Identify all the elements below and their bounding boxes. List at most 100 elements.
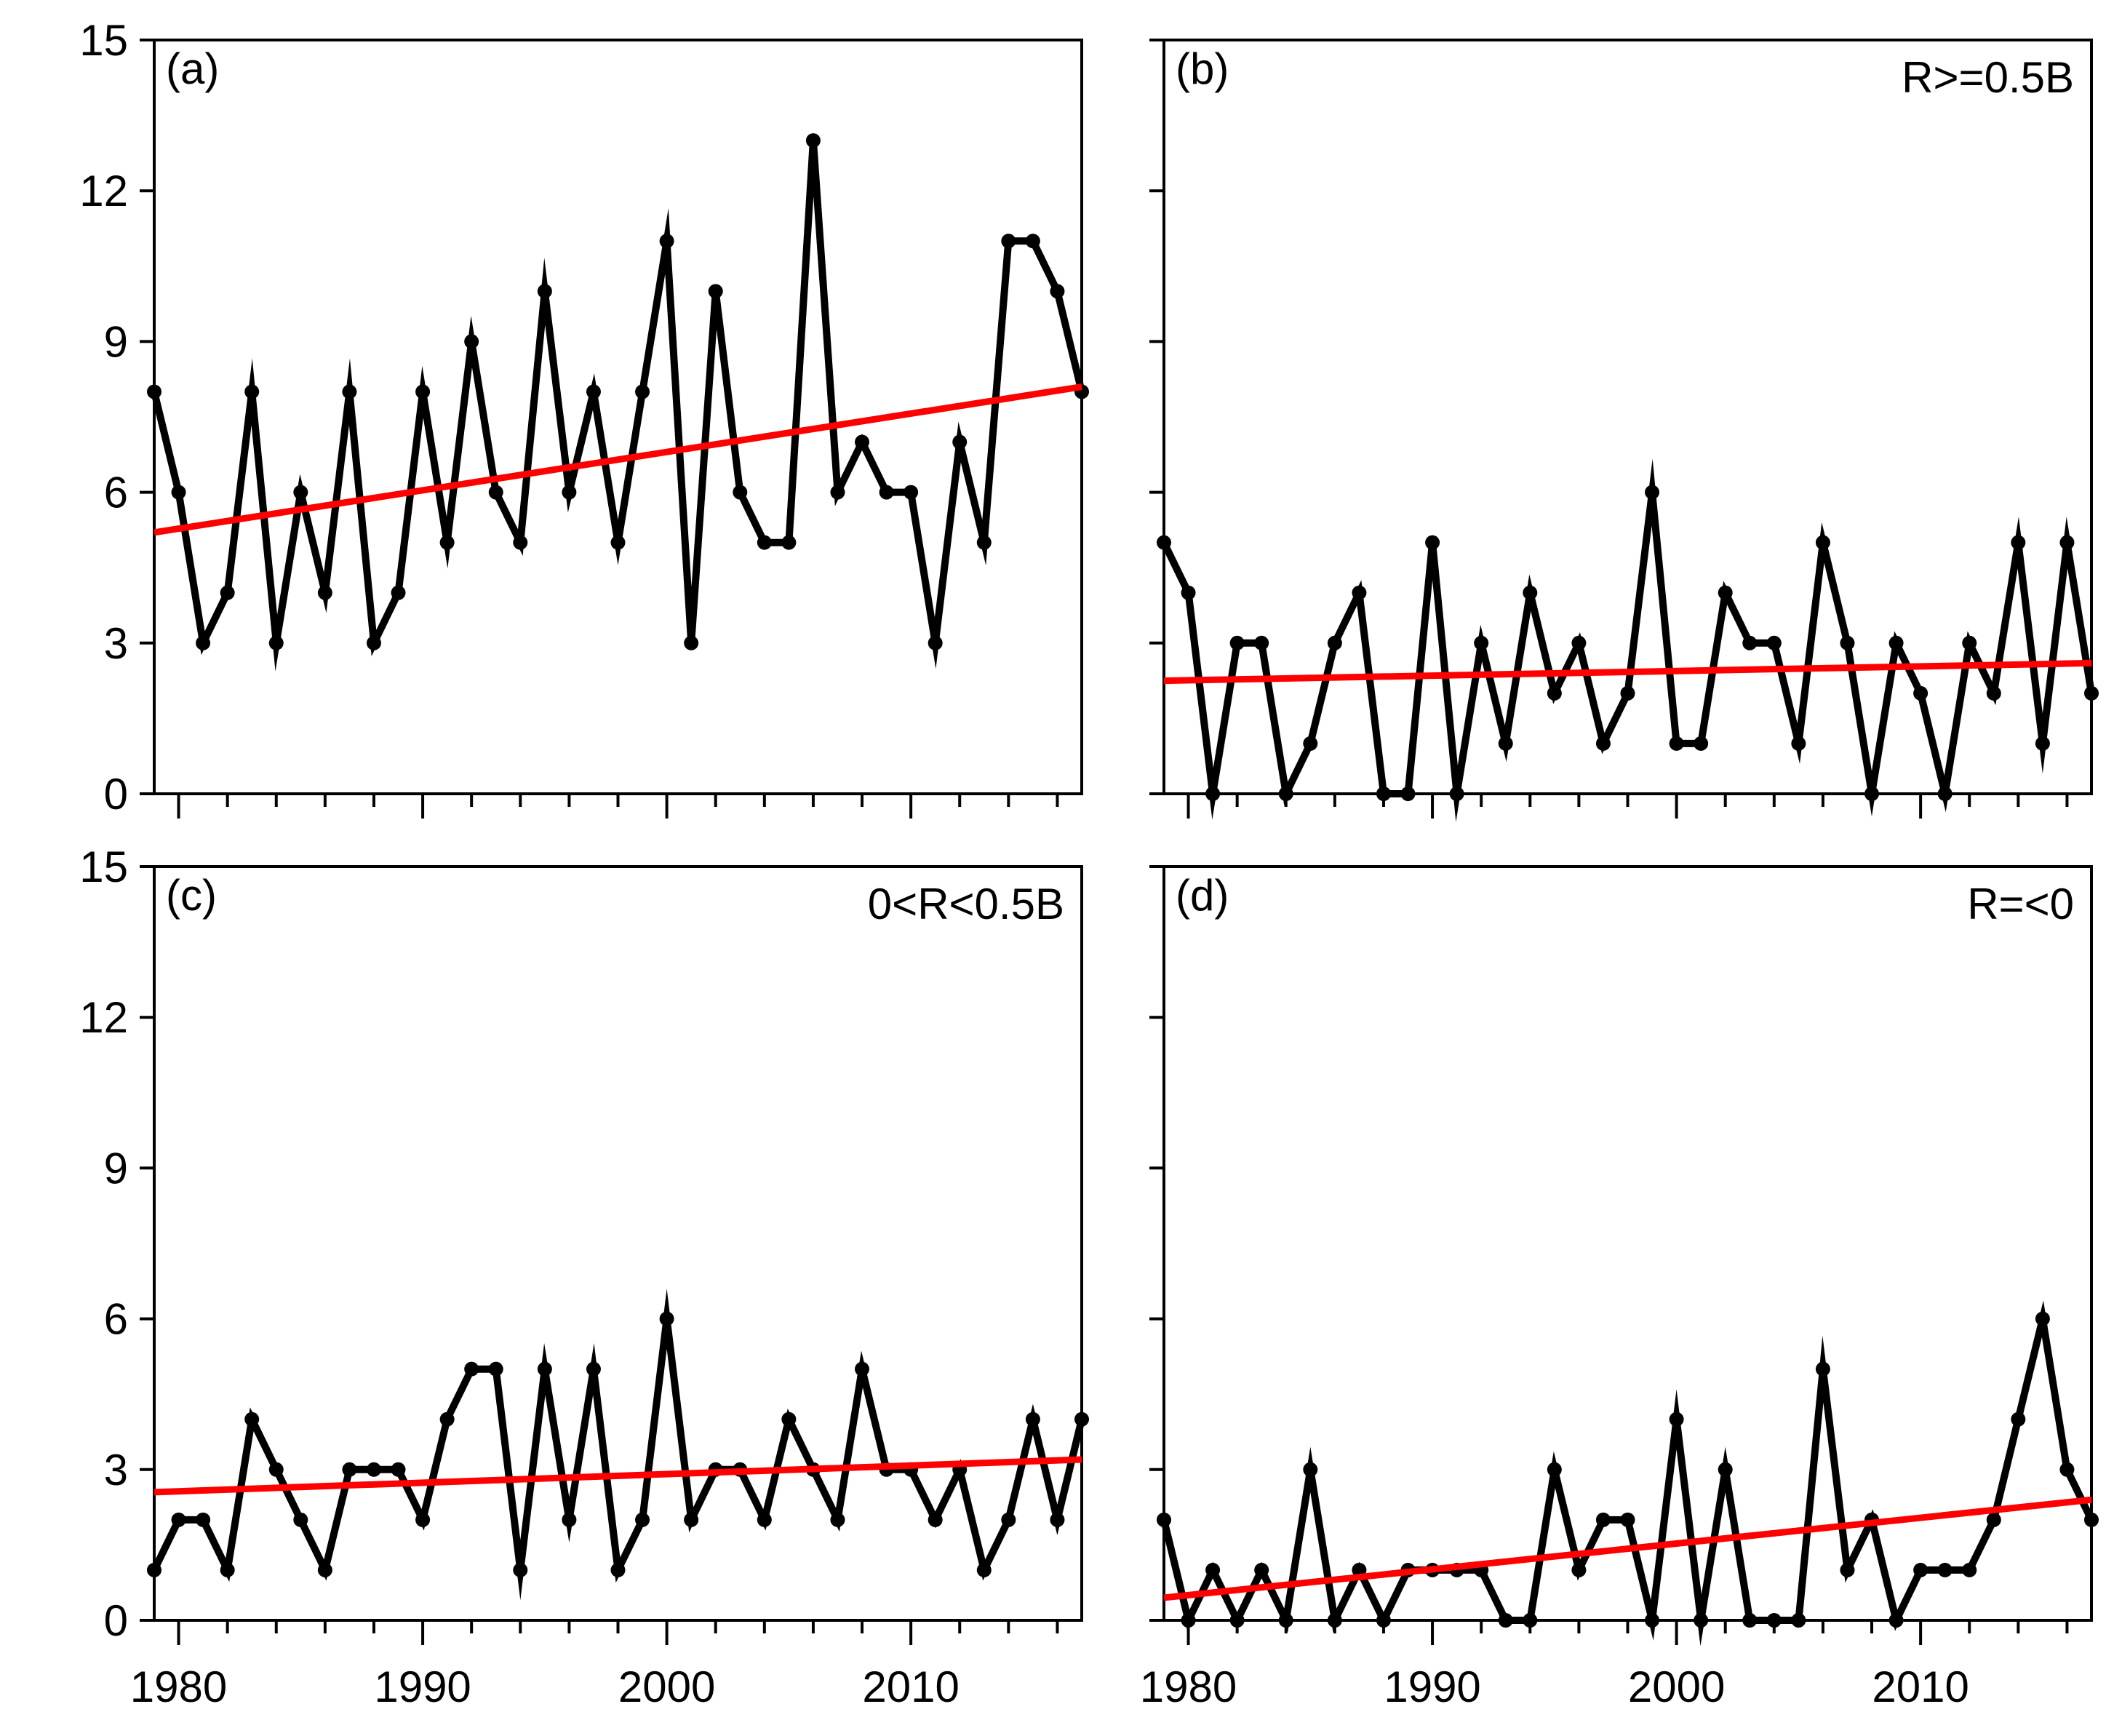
trend-line — [1163, 659, 2092, 685]
data-point — [391, 585, 406, 600]
data-point — [1074, 1412, 1089, 1427]
data-point — [1815, 1361, 1830, 1377]
data-point — [1571, 1562, 1587, 1577]
data-point — [586, 384, 601, 399]
data-point — [1523, 585, 1538, 600]
y-tick-label: 3 — [104, 619, 128, 668]
data-point — [244, 1412, 260, 1427]
data-point — [2084, 1512, 2099, 1527]
data-point — [1791, 1613, 1806, 1628]
data-point — [293, 1512, 308, 1527]
data-point — [366, 1462, 381, 1477]
panel-condition: 0<R<0.5B — [868, 880, 1064, 928]
data-point — [1523, 1613, 1538, 1628]
data-point — [586, 1361, 601, 1377]
x-tick-label: 2010 — [1872, 1663, 1969, 1711]
data-point — [1888, 635, 1904, 650]
data-point — [2084, 685, 2099, 701]
data-point — [708, 284, 723, 299]
data-point — [781, 1412, 797, 1427]
data-point — [1254, 635, 1269, 650]
panel-label: (d) — [1176, 871, 1229, 920]
y-tick-label: 6 — [104, 1295, 128, 1344]
data-point — [1278, 1613, 1293, 1628]
data-point — [537, 1361, 552, 1377]
data-point — [855, 434, 870, 450]
data-point — [268, 635, 284, 650]
data-point — [1986, 1512, 2001, 1527]
data-point — [147, 1562, 161, 1577]
data-point — [1229, 1613, 1245, 1628]
data-point — [147, 384, 161, 399]
data-point — [2011, 535, 2026, 550]
data-point — [610, 535, 626, 550]
x-tick-label: 2000 — [1628, 1663, 1725, 1711]
data-point — [1742, 1613, 1758, 1628]
x-tick-label: 2000 — [618, 1663, 715, 1711]
trend-line — [1163, 1496, 2092, 1601]
series-line — [1160, 1300, 2095, 1647]
data-point — [1352, 585, 1367, 600]
panel-d: 1980 1990 2000 2010 (d) R=<0 — [1140, 865, 2099, 1711]
data-point — [1669, 736, 1684, 751]
data-point — [220, 585, 235, 600]
panel-b: (b) R>=0.5B — [1149, 39, 2099, 822]
data-point — [1694, 736, 1709, 751]
data-point — [757, 1512, 772, 1527]
data-point — [976, 1562, 992, 1577]
data-point — [610, 1562, 626, 1577]
data-point — [757, 535, 772, 550]
data-point — [1327, 1613, 1342, 1628]
data-point — [928, 635, 943, 650]
data-point — [293, 485, 308, 500]
panel-c: 0 3 6 9 12 15 1980 1990 2000 2010 (c) 0<R<0.5B — [79, 843, 1089, 1711]
data-point — [196, 1512, 211, 1527]
data-point — [1791, 736, 1806, 751]
data-point — [952, 434, 968, 450]
data-point — [1181, 1613, 1196, 1628]
data-point — [1254, 1562, 1269, 1577]
data-point — [1986, 685, 2001, 701]
data-point — [1025, 234, 1040, 249]
data-point — [562, 1512, 577, 1527]
data-point — [1937, 1562, 1953, 1577]
data-point — [1571, 635, 1587, 650]
data-point — [1962, 1562, 1977, 1577]
data-point — [1376, 1613, 1391, 1628]
data-point — [659, 1311, 674, 1326]
data-point — [855, 1361, 870, 1377]
data-point — [1840, 635, 1855, 650]
data-point — [635, 384, 650, 399]
data-point — [1888, 1613, 1904, 1628]
data-point — [464, 334, 479, 349]
data-point — [1840, 1562, 1855, 1577]
data-point — [1937, 787, 1953, 801]
data-point — [317, 585, 332, 600]
data-point — [1742, 635, 1758, 650]
data-point — [2011, 1412, 2026, 1427]
data-point — [562, 485, 577, 500]
y-tick-label: 3 — [104, 1446, 128, 1494]
data-point — [171, 485, 186, 500]
data-point — [391, 1462, 406, 1477]
data-point — [904, 485, 919, 500]
data-point — [805, 133, 821, 148]
data-point — [1181, 585, 1196, 600]
series-line — [151, 1289, 1085, 1601]
data-point — [1718, 1462, 1733, 1477]
data-point — [781, 535, 797, 550]
data-point — [1766, 1613, 1782, 1628]
data-point — [1694, 1613, 1709, 1628]
data-point — [439, 1412, 455, 1427]
data-point — [2059, 1462, 2075, 1477]
data-point — [1645, 485, 1660, 500]
data-point — [1962, 635, 1977, 650]
data-point — [1547, 1462, 1562, 1477]
data-point — [1001, 1512, 1016, 1527]
data-point — [1303, 1462, 1318, 1477]
data-point — [513, 1562, 528, 1577]
series-line — [1160, 458, 2095, 822]
data-point — [220, 1562, 235, 1577]
data-point — [488, 1361, 503, 1377]
data-point — [635, 1512, 650, 1527]
